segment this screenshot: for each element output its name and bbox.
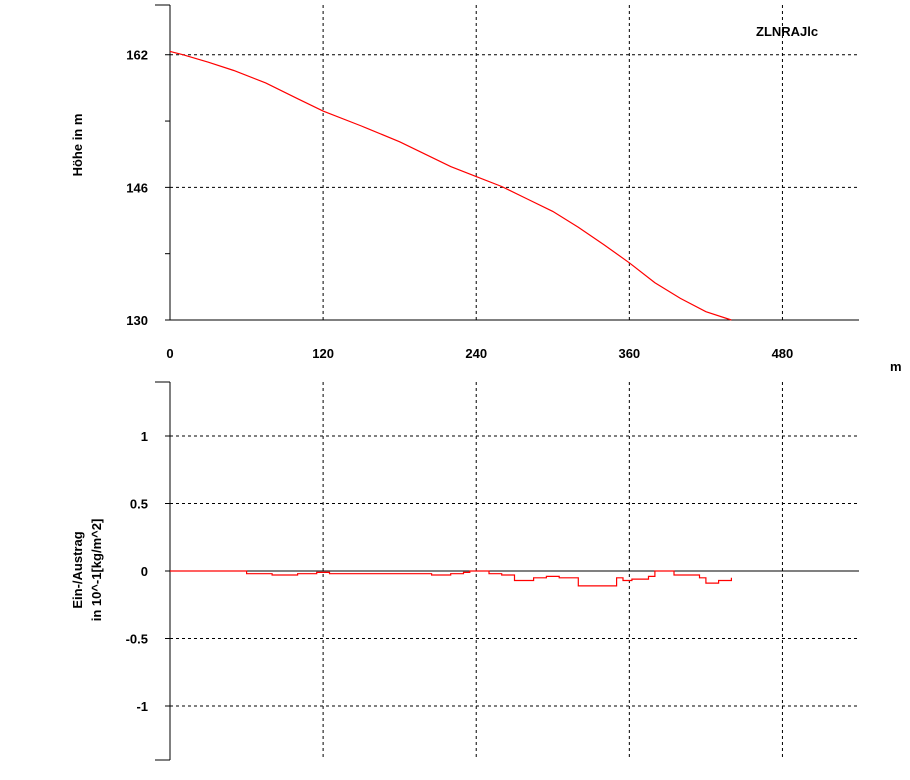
elevation-grid (170, 5, 859, 320)
x-tick-label: 240 (465, 346, 487, 361)
flux-y-tick-label: 1 (141, 429, 148, 444)
x-tick-label: 360 (618, 346, 640, 361)
flux-ticks: 1 0.5 0 -0.5 -1 (126, 429, 170, 714)
flux-y-tick-label: 0.5 (130, 497, 148, 512)
elevation-ticks: 130 146 162 0 120 240 360 480 (126, 48, 793, 361)
elevation-y-axis-label: Höhe in m (70, 114, 85, 177)
elevation-y-tick-label: 146 (126, 180, 148, 195)
flux-y-axis-label-line1: Ein-/Austrag (70, 531, 85, 608)
x-tick-label: 480 (772, 346, 794, 361)
elevation-y-tick-label: 162 (126, 48, 148, 63)
flux-series (170, 570, 732, 587)
elevation-y-tick-label: 130 (126, 313, 148, 328)
flux-y-tick-label: -1 (136, 699, 148, 714)
flux-y-axis-label-line2: in 10^-1[kg/m^2] (89, 519, 104, 622)
flux-axes (155, 381, 859, 761)
x-axis-unit-label: m (890, 359, 902, 374)
elevation-profile-line (169, 50, 732, 321)
elevation-chart: 130 146 162 0 120 240 360 480 ZLNRAJlc Höhe in … (70, 4, 902, 374)
flux-step-line (170, 570, 732, 587)
chart-title: ZLNRAJlc (756, 24, 818, 39)
x-tick-label: 120 (312, 346, 334, 361)
flux-y-tick-label: -0.5 (126, 632, 148, 647)
flux-y-tick-label: 0 (141, 564, 148, 579)
elevation-series (169, 50, 732, 321)
flux-chart: 1 0.5 0 -0.5 -1 Ein-/Austrag in 10^-1[kg/m^2… (70, 381, 859, 761)
x-tick-label: 0 (166, 346, 173, 361)
elevation-axes (155, 4, 859, 321)
